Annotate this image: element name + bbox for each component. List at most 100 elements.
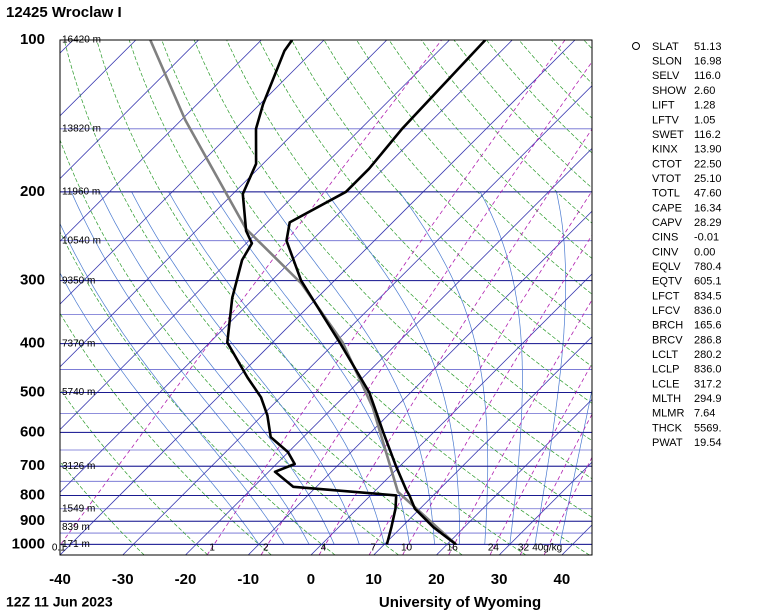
index-value: 1.28 [694,100,715,112]
height-label: 9350 m [62,275,95,286]
index-value: 22.50 [694,158,722,170]
index-value: 51.13 [694,41,722,53]
index-value: 7.64 [694,408,715,420]
isotherm-grid-line [247,210,592,555]
index-name: LCLT [652,349,678,361]
index-name: PWAT [652,437,683,449]
plot-data [149,40,487,546]
index-value: 25.10 [694,173,722,185]
index-value: 836.0 [694,305,722,317]
isotherm-grid-line [60,40,576,555]
index-name: EQLV [652,261,681,273]
mixing-ratio-line [318,128,592,555]
mixing-ratio-label: 4 [321,543,327,554]
index-name: LCLE [652,378,680,390]
height-label: 13820 m [62,123,101,134]
mixing-ratio-label: 1 [209,543,215,554]
calm-wind-marker [632,42,640,50]
index-value: 47.60 [694,188,722,200]
index-name: CAPV [652,217,683,229]
moist-adiabat [399,191,489,545]
dry-adiabat [291,40,592,367]
index-value: -0.01 [694,232,719,244]
dry-adiabat [128,40,590,555]
dry-adiabat [616,40,768,555]
index-name: CINS [652,232,678,244]
isotherm-grid-line [185,147,592,555]
index-value: 0.00 [694,246,715,258]
isotherm [60,40,199,180]
y-tick-label: 500 [20,383,45,400]
index-name: TOTL [652,188,680,200]
index-name: SELV [652,70,680,82]
index-name: CINV [652,246,679,258]
isotherm [60,40,450,431]
height-label: 839 m [62,522,90,533]
index-value: 834.5 [694,290,722,302]
isotherm-grid-line [498,461,592,555]
isotherm [60,40,137,117]
dry-adiabat [60,138,399,555]
mixing-ratio-line [260,61,592,555]
index-name: SWET [652,129,684,141]
x-tick-label: -40 [49,571,71,588]
profile-line [226,40,398,545]
x-tick-label: -10 [237,571,259,588]
index-value: 836.0 [694,364,722,376]
mixing-ratio-line [519,413,592,555]
dry-adiabat [193,40,592,480]
dry-adiabat [161,40,592,518]
index-value: 317.2 [694,378,722,390]
dry-adiabat [60,388,209,555]
moist-adiabat [60,272,260,545]
x-tick-label: 0 [307,571,315,588]
x-tick-label: 40 [554,571,571,588]
height-label: 7370 m [62,338,95,349]
x-tick-label: 30 [491,571,508,588]
index-name: BRCV [652,334,683,346]
mixing-ratio-label: 32 [518,543,530,554]
y-tick-label: 100 [20,31,45,48]
y-tick-label: 1000 [12,535,45,552]
y-tick-label: 400 [20,335,45,352]
moist-adiabat [479,191,523,545]
index-name: THCK [652,422,683,434]
index-name: LIFT [652,100,675,112]
index-value: 28.29 [694,217,722,229]
index-value: 286.8 [694,334,722,346]
dry-adiabat [60,231,336,555]
index-value: 19.54 [694,437,722,449]
index-value: 294.9 [694,393,722,405]
moist-adiabat [71,191,310,545]
height-label: 10540 m [62,235,101,246]
index-name: CAPE [652,202,682,214]
index-value: 16.98 [694,56,722,68]
mixing-ratio-label: 7 [370,543,376,554]
index-value: 165.6 [694,320,722,332]
y-tick-label: 700 [20,457,45,474]
mixing-ratio-line [60,40,442,547]
index-name: BRCH [652,320,683,332]
plot-background [60,40,768,555]
index-value: 116.0 [694,70,721,82]
mixing-ratio-label: 16 [447,543,459,554]
y-tick-label: 900 [20,512,45,529]
index-name: KINX [652,144,678,156]
mixing-ratio-line [368,190,592,555]
isotherm [60,40,513,493]
y-tick-label: 300 [20,272,45,289]
isotherm [60,40,74,54]
index-value: 280.2 [694,349,722,361]
footer-date: 12Z 11 Jun 2023 [6,594,113,610]
index-value: 16.34 [694,202,722,214]
dry-adiabat [60,312,272,555]
y-tick-label: 800 [20,486,45,503]
dry-adiabat [63,40,463,555]
index-name: SHOW [652,85,687,97]
index-value: 116.2 [694,129,721,141]
dry-adiabat [518,40,592,119]
dry-adiabat [258,40,592,404]
height-label: 1549 m [62,503,95,514]
